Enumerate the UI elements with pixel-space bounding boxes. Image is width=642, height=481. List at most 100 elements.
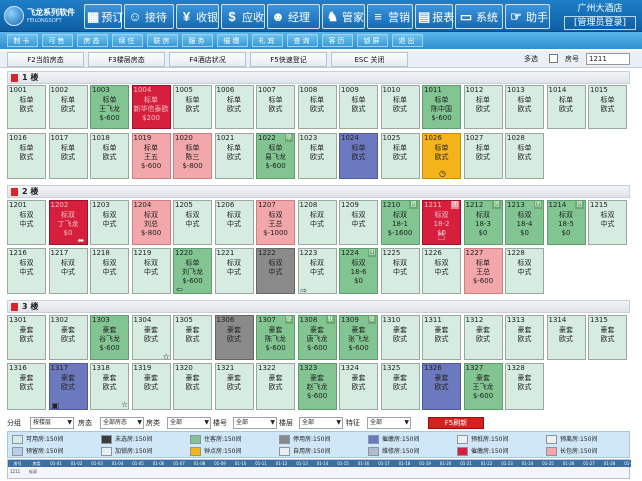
room-tile[interactable]: 1219 标双 中式 xyxy=(131,248,171,294)
room-tile[interactable]: 1213 标双 18-4 $0 团 xyxy=(505,200,544,245)
room-tile[interactable]: 1306 豪套 欧式 xyxy=(214,315,254,360)
room-tile[interactable]: 1318 豪套 欧式 ☆ xyxy=(90,363,129,410)
room-tile[interactable]: 1327 豪套 王飞龙 $-600 xyxy=(463,363,503,410)
room-tile[interactable]: 1227 标单 王总 $-600 xyxy=(463,248,503,294)
menu-item[interactable]: 客历 xyxy=(322,34,353,47)
room-tile[interactable]: 1026 标单 欧式 ◷ xyxy=(422,133,461,179)
room-tile[interactable]: 1228 标双 中式 xyxy=(505,248,544,294)
room-tile[interactable]: 1202 标双 丁飞龙 $0 ⬌ xyxy=(48,200,88,245)
room-tile[interactable]: 1021 标单 欧式 xyxy=(214,133,254,179)
toolbar-report-button[interactable]: ▤ 报表 xyxy=(415,4,454,29)
room-tile[interactable]: 1321 豪套 欧式 xyxy=(214,363,254,410)
room-tile[interactable]: 1009 标单 欧式 xyxy=(339,85,378,129)
room-tile[interactable]: 1305 豪套 欧式 xyxy=(173,315,212,360)
room-tile[interactable]: 1312 豪套 欧式 xyxy=(463,315,503,360)
room-tile[interactable]: 1211 标双 18-2 $0 团 ☝ xyxy=(422,200,461,245)
room-tile[interactable]: 1022 标单 易飞龙 $-600 联 xyxy=(256,133,295,179)
room-tile[interactable]: 1303 豪套 谷飞龙 $-600 xyxy=(90,315,129,360)
menu-item[interactable]: 联房 xyxy=(147,34,178,47)
room-tile[interactable]: 1206 标双 中式 xyxy=(214,200,254,245)
room-tile[interactable]: 1222 标双 中式 xyxy=(256,248,295,294)
refresh-button[interactable]: F5刷新 xyxy=(428,417,484,429)
room-tile[interactable]: 1210 标双 18-1 $-1600 团 xyxy=(380,200,420,245)
room-tile[interactable]: 1002 标单 欧式 xyxy=(48,85,88,129)
room-tile[interactable]: 1226 标双 中式 xyxy=(422,248,461,294)
function-key-button[interactable]: F4酒店状况 xyxy=(169,52,246,67)
room-tile[interactable]: 1014 标单 欧式 xyxy=(546,85,586,129)
room-tile[interactable]: 1315 豪套 欧式 xyxy=(588,315,627,360)
room-tile[interactable]: 1328 豪套 欧式 xyxy=(505,363,544,410)
room-tile[interactable]: 1218 标双 中式 xyxy=(90,248,129,294)
room-tile[interactable]: 1217 标双 中式 xyxy=(48,248,88,294)
room-tile[interactable]: 1015 标单 欧式 xyxy=(588,85,627,129)
room-tile[interactable]: 1025 标单 欧式 xyxy=(380,133,420,179)
menu-item[interactable]: 可售 xyxy=(42,34,73,47)
room-tile[interactable]: 1325 豪套 欧式 xyxy=(380,363,420,410)
toolbar-marketing-button[interactable]: ≡ 营销 xyxy=(367,4,413,29)
room-tile[interactable]: 1008 标单 欧式 xyxy=(297,85,337,129)
toolbar-receivable-button[interactable]: $ 应收 xyxy=(221,4,265,29)
room-tile[interactable]: 1301 豪套 欧式 xyxy=(7,315,46,360)
room-tile[interactable]: 1024 标单 欧式 xyxy=(339,133,378,179)
menu-item[interactable]: 锁屏 xyxy=(357,34,388,47)
menu-item[interactable]: 查询 xyxy=(287,34,318,47)
room-tile[interactable]: 1309 豪套 张飞龙 $-600 联 xyxy=(339,315,378,360)
room-tile[interactable]: 1012 标单 欧式 xyxy=(463,85,503,129)
room-tile[interactable]: 1324 豪套 欧式 xyxy=(339,363,378,410)
room-tile[interactable]: 1308 豪套 唐飞龙 $-600 联 xyxy=(297,315,337,360)
room-tile[interactable]: 1018 标单 欧式 xyxy=(90,133,129,179)
room-tile[interactable]: 1013 标单 欧式 xyxy=(505,85,544,129)
room-number-input[interactable]: 1211 xyxy=(586,53,630,65)
room-tile[interactable]: 1319 豪套 欧式 xyxy=(131,363,171,410)
menu-item[interactable]: 服务 xyxy=(182,34,213,47)
toolbar-cash-button[interactable]: ¥ 收银 xyxy=(176,4,219,29)
function-key-button[interactable]: F5快速登记 xyxy=(250,52,327,67)
room-tile[interactable]: 1003 标单 王飞龙 $-600 xyxy=(90,85,129,129)
level-select[interactable]: 全部 ▼ xyxy=(299,417,343,429)
room-tile[interactable]: 1204 标双 刘总 $-800 xyxy=(131,200,171,245)
function-key-button[interactable]: F2当前房态 xyxy=(7,52,84,67)
room-tile[interactable]: 1207 标双 王总 $-1000 xyxy=(256,200,295,245)
menu-item[interactable]: 退出 xyxy=(392,34,423,47)
toolbar-calendar-button[interactable]: ▦ 预订 xyxy=(84,4,123,29)
toolbar-reception-button[interactable]: ☺ 接待 xyxy=(124,4,174,29)
function-key-button[interactable]: F3楼层房态 xyxy=(88,52,165,67)
menu-item[interactable]: 制卡 xyxy=(7,34,38,47)
toolbar-housekeeper-button[interactable]: ♞ 管家 xyxy=(322,4,365,29)
menu-item[interactable]: 房态 xyxy=(77,34,108,47)
room-tile[interactable]: 1214 标双 18-5 $0 团 xyxy=(546,200,586,245)
room-tile[interactable]: 1006 标单 欧式 xyxy=(214,85,254,129)
room-tile[interactable]: 1212 标双 18-3 $0 团 xyxy=(463,200,503,245)
room-tile[interactable]: 1316 豪套 欧式 xyxy=(7,363,46,410)
room-tile[interactable]: 1302 豪套 欧式 xyxy=(48,315,88,360)
room-tile[interactable]: 1304 豪套 欧式 ☆ xyxy=(131,315,171,360)
room-tile[interactable]: 1020 标单 陈三 $-800 xyxy=(173,133,212,179)
room-tile[interactable]: 1203 标双 中式 xyxy=(90,200,129,245)
room-tile[interactable]: 1310 豪套 欧式 xyxy=(380,315,420,360)
room-tile[interactable]: 1023 标单 欧式 xyxy=(297,133,337,179)
menu-item[interactable]: 礼宾 xyxy=(252,34,283,47)
room-tile[interactable]: 1314 豪套 欧式 xyxy=(546,315,586,360)
room-tile[interactable]: 1027 标单 欧式 xyxy=(463,133,503,179)
room-tile[interactable]: 1323 豪套 赵飞龙 $-600 xyxy=(297,363,337,410)
room-tile[interactable]: 1225 标双 中式 xyxy=(380,248,420,294)
feature-select[interactable]: 全部 ▼ xyxy=(367,417,411,429)
room-tile[interactable]: 1317 豪套 欧式 ▣ xyxy=(48,363,88,410)
type-select[interactable]: 全部 ▼ xyxy=(167,417,211,429)
room-tile[interactable]: 1311 豪套 欧式 xyxy=(422,315,461,360)
room-tile[interactable]: 1307 豪套 陈飞龙 $-600 联 xyxy=(256,315,295,360)
room-tile[interactable]: 1208 标双 中式 xyxy=(297,200,337,245)
room-tile[interactable]: 1005 标单 欧式 xyxy=(173,85,212,129)
room-tile[interactable]: 1220 标单 刘飞龙 $-600 ⇦ xyxy=(173,248,212,294)
state-select[interactable]: 全部房态 ▼ xyxy=(100,417,144,429)
room-tile[interactable]: 1223 标双 中式 ⇨ xyxy=(297,248,337,294)
room-tile[interactable]: 1028 标单 欧式 xyxy=(505,133,544,179)
building-select[interactable]: 全部 ▼ xyxy=(233,417,277,429)
room-tile[interactable]: 1010 标单 欧式 xyxy=(380,85,420,129)
room-tile[interactable]: 1322 豪套 欧式 xyxy=(256,363,295,410)
room-tile[interactable]: 1019 标单 王五 $-600 xyxy=(131,133,171,179)
room-tile[interactable]: 1215 标双 中式 xyxy=(588,200,627,245)
toolbar-assistant-button[interactable]: ☞ 助手 xyxy=(505,4,550,29)
room-tile[interactable]: 1326 豪套 欧式 xyxy=(422,363,461,410)
room-tile[interactable]: 1224 标双 18-6 $0 团 xyxy=(339,248,378,294)
